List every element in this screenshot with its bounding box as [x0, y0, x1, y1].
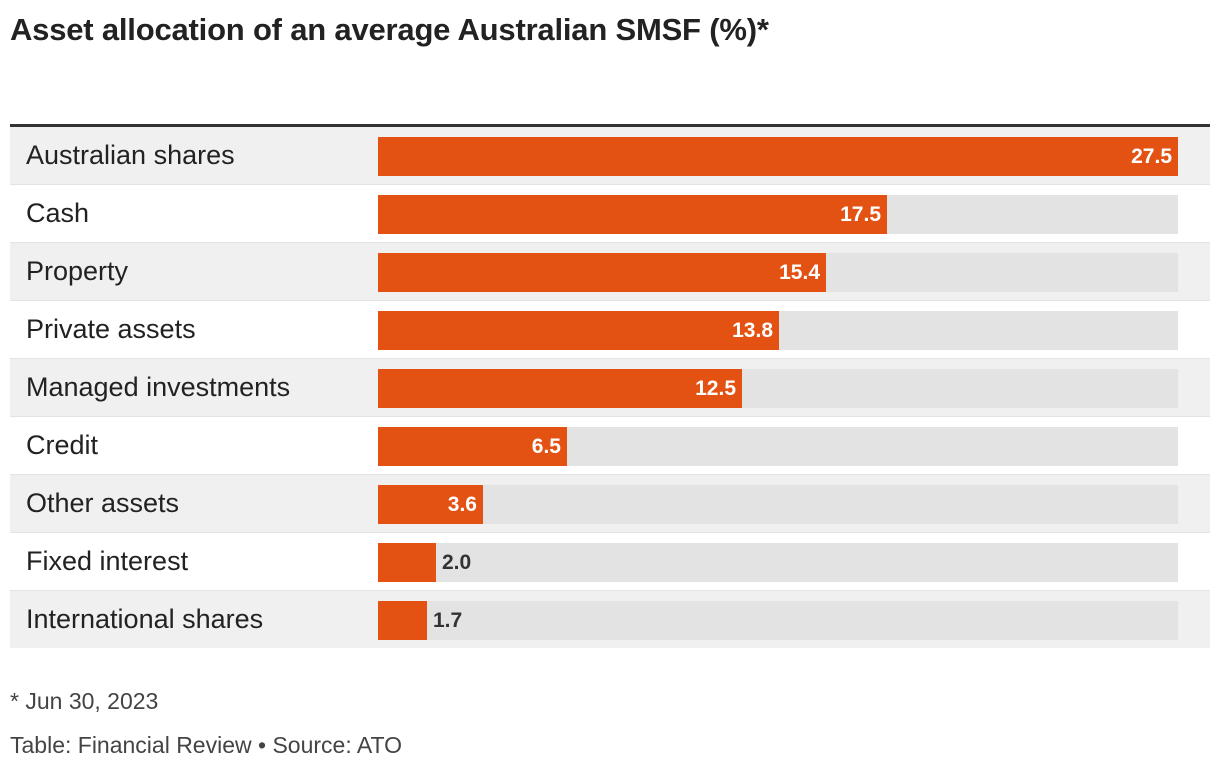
value-label: 12.5: [695, 377, 736, 400]
bar-table: Australian shares 27.5 Cash 17.5 Property 15.…: [10, 124, 1210, 648]
table-row: Private assets 13.8: [10, 301, 1210, 359]
value-label: 2.0: [442, 551, 472, 574]
bar-track: 3.6: [378, 485, 1178, 524]
table-row: Property 15.4: [10, 243, 1210, 301]
bar: [378, 485, 483, 524]
bar-track: 2.0: [378, 543, 1178, 582]
table-row: Other assets 3.6: [10, 475, 1210, 533]
bar-track: 12.5: [378, 369, 1178, 408]
value-label: 1.7: [433, 609, 463, 632]
table-row: Australian shares 27.5: [10, 127, 1210, 185]
bar: [378, 253, 826, 292]
category-label: Fixed interest: [26, 546, 189, 576]
category-label: Property: [26, 256, 129, 286]
value-label: 27.5: [1131, 145, 1172, 168]
bar-track: 17.5: [378, 195, 1178, 234]
bar-track: 13.8: [378, 311, 1178, 350]
value-label: 6.5: [531, 435, 561, 458]
value-label: 17.5: [840, 203, 881, 226]
bar: [378, 543, 436, 582]
bar: [378, 195, 887, 234]
bar-track: 1.7: [378, 601, 1178, 640]
bar: [378, 369, 742, 408]
category-label: Credit: [26, 430, 99, 460]
bar-track: 15.4: [378, 253, 1178, 292]
table-row: Managed investments 12.5: [10, 359, 1210, 417]
chart-title: Asset allocation of an average Australia…: [10, 12, 769, 47]
category-label: Australian shares: [26, 140, 235, 170]
category-label: Private assets: [26, 314, 196, 344]
category-label: International shares: [26, 604, 264, 634]
value-label: 3.6: [447, 493, 477, 516]
value-label: 13.8: [732, 319, 773, 342]
table-row: Credit 6.5: [10, 417, 1210, 475]
table-row: Cash 17.5: [10, 185, 1210, 243]
bar: [378, 601, 427, 640]
bar: [378, 137, 1178, 176]
table-row: Fixed interest 2.0: [10, 533, 1210, 591]
footnote: * Jun 30, 2023: [10, 688, 159, 714]
category-label: Other assets: [26, 488, 180, 518]
bar-track: 27.5: [378, 137, 1178, 176]
category-label: Managed investments: [26, 372, 291, 402]
bar-track: 6.5: [378, 427, 1178, 466]
source-credit: Table: Financial Review • Source: ATO: [10, 732, 402, 758]
table-row: International shares 1.7: [10, 591, 1210, 648]
value-label: 15.4: [779, 261, 820, 284]
category-label: Cash: [26, 198, 90, 228]
bar: [378, 427, 567, 466]
bar: [378, 311, 779, 350]
